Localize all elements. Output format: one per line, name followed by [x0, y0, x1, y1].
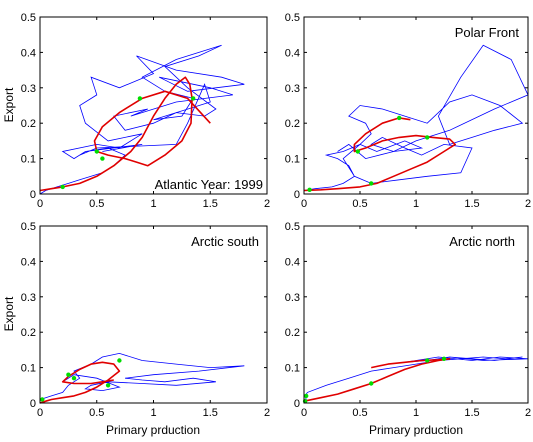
- panel-atlantic: 0 0.5 1 1.5 2 0 0.1 0.2 0.3 0.4 0.5 Atlantic Year:…: [2, 12, 270, 210]
- x-tick-label: 1.5: [464, 407, 479, 419]
- y-tick-label: 0.1: [21, 363, 36, 375]
- y-tick-label: 0.4: [285, 256, 300, 268]
- x-tick-label: 1: [150, 198, 156, 210]
- x-axis-label: Primary prduction: [106, 423, 200, 437]
- marker-point: [71, 376, 77, 381]
- panel-annotation: Arctic north: [449, 234, 515, 249]
- y-tick-label: 0.1: [285, 154, 300, 166]
- x-axis-label: Primary prduction: [369, 423, 463, 437]
- marker-point: [100, 156, 105, 161]
- y-tick-label: 0.5: [285, 12, 300, 24]
- panel-arctic-north: 0 0.5 1 1.5 2 0 0.1 0.2 0.3 0.4 0.5 Arctic north P…: [285, 221, 531, 437]
- x-tick-label: 0.5: [89, 198, 104, 210]
- x-tick-label: 2: [264, 198, 270, 210]
- marker-point: [105, 383, 111, 388]
- x-tick-label: 0.5: [352, 198, 367, 210]
- y-tick-label: 0.3: [285, 83, 300, 95]
- plot-area: [304, 226, 528, 403]
- y-tick-label: 0: [294, 398, 300, 410]
- x-tick-label: 0: [37, 407, 43, 419]
- panel-polar-front: 0 0.5 1 1.5 2 0 0.1 0.2 0.3 0.4 0.5 Polar Front: [285, 12, 531, 210]
- model-curve-line: [303, 357, 451, 402]
- marker-point: [425, 135, 430, 140]
- y-axis-label: Export: [2, 87, 16, 122]
- y-tick-label: 0.1: [21, 154, 36, 166]
- model-curve-line: [39, 76, 211, 192]
- panel-arctic-south: 0 0.5 1 1.5 2 0 0.1 0.2 0.3 0.4 0.5 Arctic south E…: [2, 221, 270, 437]
- model-curve-line: [39, 361, 121, 404]
- y-tick-label: 0: [30, 189, 36, 201]
- marker-point: [307, 187, 312, 192]
- x-tick-label: 1.5: [203, 198, 218, 210]
- noisy-series-line: [39, 44, 245, 195]
- x-tick-label: 1: [150, 407, 156, 419]
- marker-point: [66, 372, 71, 377]
- y-tick-label: 0: [294, 189, 300, 201]
- marker-point: [397, 115, 402, 121]
- y-tick-label: 0.4: [21, 47, 36, 59]
- x-tick-label: 1.5: [203, 407, 218, 419]
- x-tick-label: 1: [413, 407, 419, 419]
- marker-point: [60, 184, 65, 190]
- x-tick-label: 2: [525, 198, 531, 210]
- marker-point: [304, 393, 309, 399]
- x-tick-label: 1.5: [464, 198, 479, 210]
- x-tick-label: 0.5: [352, 407, 367, 419]
- x-tick-label: 0: [301, 407, 307, 419]
- y-tick-label: 0.5: [21, 12, 36, 24]
- marker-point: [117, 358, 122, 363]
- panel-annotation: Atlantic Year: 1999: [155, 177, 263, 192]
- marker-point: [355, 149, 360, 154]
- y-tick-label: 0.2: [285, 327, 300, 339]
- marker-point: [40, 397, 45, 402]
- y-tick-label: 0.5: [285, 221, 300, 233]
- x-tick-label: 2: [264, 407, 270, 419]
- x-tick-label: 0: [301, 198, 307, 210]
- y-tick-label: 0.4: [21, 256, 36, 268]
- plot-area: [304, 17, 528, 194]
- y-tick-label: 0.5: [21, 221, 36, 233]
- noisy-series-line: [303, 356, 529, 404]
- plot-area: [40, 17, 267, 194]
- marker-point: [425, 358, 430, 363]
- x-tick-label: 1: [413, 198, 419, 210]
- x-tick-label: 2: [525, 407, 531, 419]
- marker-point: [137, 96, 143, 101]
- y-tick-label: 0.1: [285, 363, 300, 375]
- marker-point: [191, 96, 196, 101]
- marker-point: [441, 356, 447, 361]
- noisy-series-line: [39, 352, 245, 400]
- x-tick-label: 0: [37, 198, 43, 210]
- panel-annotation: Polar Front: [455, 25, 520, 40]
- y-tick-label: 0.3: [285, 292, 300, 304]
- marker-point: [94, 149, 100, 154]
- plot-area: [40, 226, 267, 403]
- x-tick-label: 0.5: [89, 407, 104, 419]
- y-tick-label: 0.2: [21, 327, 36, 339]
- y-tick-label: 0.3: [21, 292, 36, 304]
- y-axis-label: Export: [2, 296, 16, 331]
- marker-point: [369, 381, 374, 386]
- marker-point: [369, 181, 374, 186]
- y-tick-label: 0.3: [21, 83, 36, 95]
- model-curve-line: [303, 117, 457, 192]
- panel-annotation: Arctic south: [191, 234, 259, 249]
- y-tick-label: 0.2: [285, 118, 300, 130]
- y-tick-label: 0.4: [285, 47, 300, 59]
- y-tick-label: 0: [30, 398, 36, 410]
- y-tick-label: 0.2: [21, 118, 36, 130]
